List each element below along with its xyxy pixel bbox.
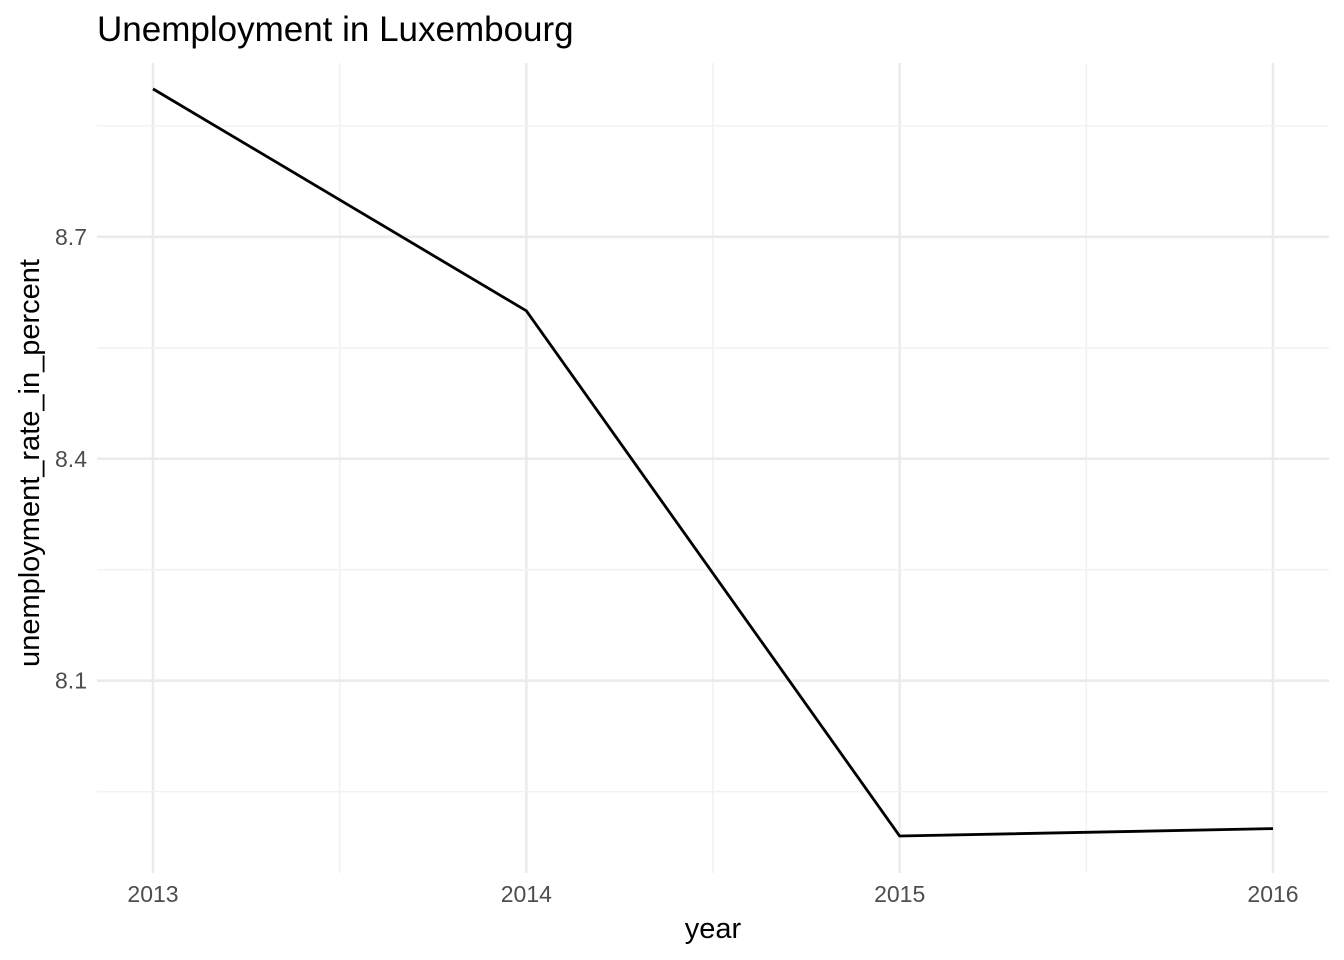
y-tick-label: 8.7 xyxy=(55,224,87,250)
y-axis-title: unemployment_rate_in_percent xyxy=(14,259,46,667)
x-tick-label: 2016 xyxy=(1247,881,1298,907)
x-axis-title: year xyxy=(685,913,742,945)
y-tick-label: 8.4 xyxy=(55,446,87,472)
x-tick-label: 2015 xyxy=(874,881,925,907)
y-axis-ticks: 8.1 8.4 8.7 xyxy=(55,224,87,694)
y-tick-label: 8.1 xyxy=(55,668,87,694)
x-tick-label: 2013 xyxy=(127,881,178,907)
grid xyxy=(97,63,1329,873)
series-line xyxy=(152,87,1274,838)
x-tick-label: 2014 xyxy=(501,881,552,907)
series-layer xyxy=(152,87,1274,838)
chart-title: Unemployment in Luxembourg xyxy=(97,10,574,49)
x-axis-ticks: 2013 2014 2015 2016 xyxy=(127,881,1298,907)
